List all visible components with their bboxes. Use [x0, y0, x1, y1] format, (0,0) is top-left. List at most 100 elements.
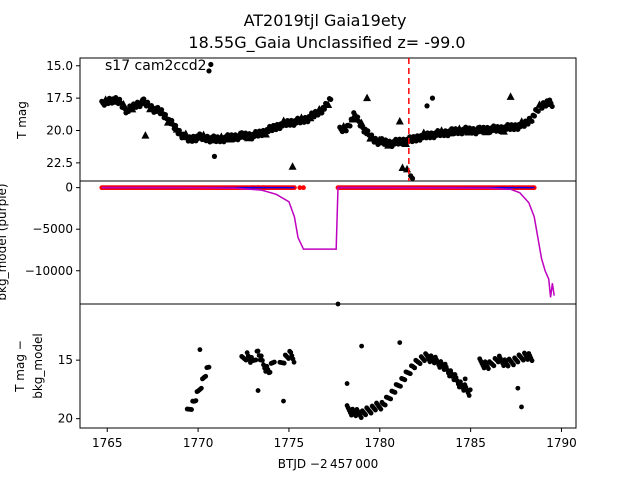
top-ytick-label: 22.5 [46, 156, 73, 170]
bottom-data-point [466, 393, 472, 398]
bottom-outlier-point [519, 404, 524, 410]
x-tick-label: 1775 [274, 436, 305, 450]
bottom-outlier-point [197, 347, 203, 353]
x-tick-label: 1780 [365, 436, 396, 450]
bottom-outlier-point [397, 340, 403, 346]
top-ytick-label: 17.5 [46, 91, 73, 105]
top-data-point [315, 112, 321, 118]
bottom-data-point [258, 353, 264, 359]
top-data-triangle [261, 130, 270, 138]
top-outlier-point [211, 153, 218, 159]
top-data-triangle [128, 104, 137, 113]
bottom-data-point [491, 363, 497, 369]
top-data-point [328, 96, 334, 103]
bottom-data-point [203, 373, 209, 379]
top-outlier-triangle [141, 131, 150, 139]
red-data-point [297, 185, 303, 191]
x-axis-label: BTJD −2 457 000 [278, 457, 378, 471]
top-panel-plot [99, 58, 555, 182]
top-outlier-point [409, 175, 416, 182]
sector-annotation: s17 cam2ccd2 [105, 58, 207, 74]
top-outlier-point [424, 103, 430, 109]
top-outlier-triangle [506, 92, 515, 100]
bottom-data-point [373, 407, 378, 413]
bottom-ytick-label: 20 [58, 412, 73, 426]
top-data-point [521, 123, 527, 129]
chart-title-line2: 18.55G_Gaia Unclassified z= -99.0 [188, 33, 465, 53]
bottom-outlier-point [359, 343, 365, 349]
top-data-point [319, 110, 325, 116]
bottom-data-point [417, 361, 423, 367]
bottom-data-point [189, 407, 194, 412]
bottom-outlier-point [335, 301, 341, 307]
bottom-data-point [368, 410, 374, 416]
bottom-y-axis-label-line1: T mag − [13, 340, 27, 393]
middle-panel-plot [99, 185, 555, 298]
bottom-data-point [281, 360, 287, 366]
bottom-outlier-point [255, 388, 261, 393]
bottom-data-point [260, 357, 265, 363]
bottom-data-point [388, 396, 394, 402]
bottom-data-point [193, 398, 199, 404]
top-outlier-triangle [398, 163, 407, 172]
top-data-point [355, 114, 361, 120]
x-tick-label: 1765 [92, 436, 123, 450]
bottom-data-point [382, 402, 388, 408]
bottom-outlier-point [344, 381, 350, 386]
bottom-ytick-label: 15 [58, 353, 73, 367]
top-outlier-point [429, 95, 436, 101]
middle-panel-frame [79, 180, 577, 305]
top-panel-frame [79, 57, 577, 182]
middle-y-axis-label: bkg_model (purple) [0, 183, 9, 300]
bottom-data-point [515, 359, 521, 365]
bottom-data-point [255, 348, 261, 354]
top-data-point [162, 111, 168, 118]
top-y-axis-label: T mag [15, 101, 29, 140]
top-data-point [549, 103, 555, 110]
top-data-point [343, 128, 349, 134]
bottom-data-point [358, 415, 364, 421]
bottom-outlier-point [462, 376, 468, 382]
top-data-triangle [401, 139, 410, 147]
top-data-triangle [324, 100, 333, 108]
red-data-point [301, 185, 306, 191]
top-outlier-triangle [363, 93, 372, 102]
bottom-data-point [529, 358, 535, 364]
top-data-point [365, 128, 371, 134]
top-data-point [531, 113, 537, 119]
bottom-data-point [267, 369, 273, 375]
bottom-data-point [407, 371, 413, 377]
bottom-panel-plot [184, 301, 535, 421]
bottom-data-point [286, 356, 291, 361]
top-outlier-triangle [395, 116, 404, 125]
top-outlier-point [208, 61, 214, 68]
bottom-data-point [272, 359, 277, 365]
top-ytick-label: 15.0 [46, 59, 73, 73]
top-outlier-point [206, 68, 212, 74]
bottom-data-point [467, 387, 473, 393]
bottom-panel-frame [79, 303, 577, 429]
bottom-data-point [206, 364, 212, 370]
bottom-data-point [253, 357, 259, 363]
top-ytick-label: 20.0 [46, 124, 73, 138]
top-data-triangle [306, 113, 315, 122]
bottom-data-point [392, 390, 398, 395]
top-outlier-triangle [288, 162, 297, 170]
top-data-triangle [357, 118, 366, 127]
bottom-outlier-point [515, 385, 521, 391]
chart-title-line1: AT2019tjl Gaia19ety [244, 11, 407, 30]
top-data-point [169, 117, 175, 124]
bottom-data-point [511, 362, 516, 368]
bottom-data-point [198, 385, 204, 391]
bottom-data-point [486, 366, 491, 372]
top-data-triangle [499, 127, 508, 135]
bottom-y-axis-label-line2: bkg_model [31, 333, 45, 399]
axes-ticks: 15.0 17.5 20.0 22.5 0 −5000 −10000 15 20 1765 1770… [25, 59, 577, 450]
top-data-point [158, 107, 165, 113]
bottom-data-point [363, 412, 369, 418]
top-data-point [347, 123, 353, 129]
bottom-data-point [398, 383, 403, 389]
middle-ytick-label: −10000 [25, 264, 73, 278]
x-tick-label: 1790 [546, 436, 577, 450]
